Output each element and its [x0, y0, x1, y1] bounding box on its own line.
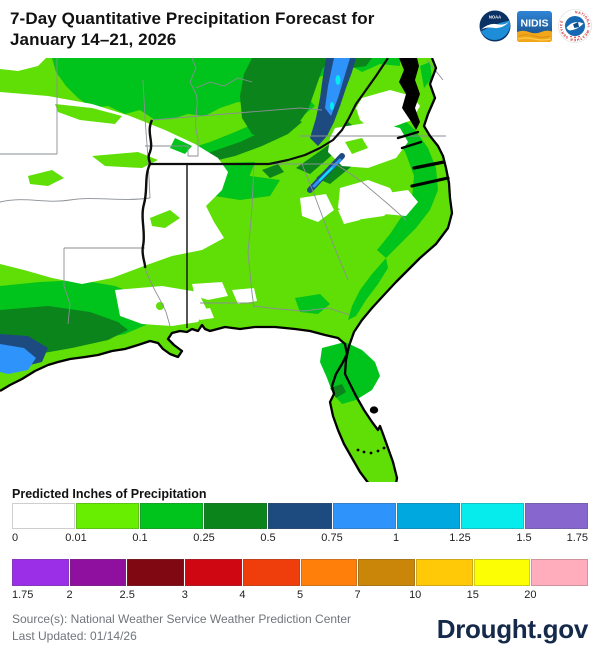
- legend-swatch: [524, 503, 588, 529]
- nidis-label: NIDIS: [520, 17, 548, 29]
- legend-title: Predicted Inches of Precipitation: [12, 487, 207, 501]
- legend-label: 1.5: [516, 532, 532, 544]
- state-borders: [0, 58, 446, 327]
- legend-label: 20: [524, 589, 537, 601]
- legend-label: 1.25: [449, 532, 471, 544]
- legend-swatch: [332, 503, 396, 529]
- legend-swatches-row-1: [12, 503, 588, 529]
- legend-label: 2: [66, 589, 73, 601]
- legend-swatch: [473, 559, 531, 586]
- nws-logo-icon: NATIONAL WEATHER SERVICE: [558, 9, 592, 43]
- legend-swatch: [358, 559, 415, 586]
- legend-swatches-row-2: [12, 559, 589, 586]
- legend-swatch: [396, 503, 460, 529]
- legend-swatch: [69, 559, 127, 586]
- legend-swatch: [204, 503, 268, 529]
- legend-label: 5: [296, 589, 304, 601]
- page-title: 7-Day Quantitative Precipitation Forecas…: [10, 8, 374, 50]
- noaa-logo-icon: NOAA: [479, 10, 511, 42]
- water-features: [356, 58, 450, 455]
- title-line-1: 7-Day Quantitative Precipitation Forecas…: [10, 9, 375, 28]
- precip-island-patches: [28, 104, 368, 310]
- legend-swatch: [12, 559, 69, 586]
- noaa-label: NOAA: [489, 15, 501, 20]
- precipitation-forecast-map: [0, 58, 454, 482]
- legend-label: 1.75: [12, 589, 34, 601]
- source-text: Source(s): National Weather Service Weat…: [12, 612, 352, 626]
- legend-row-2: 1.75 2 2.5 3 4 5 7 10 15 20: [12, 559, 589, 604]
- legend-label: 0.01: [65, 532, 87, 544]
- drought-gov-wordmark: Drought.gov: [436, 614, 589, 644]
- legend-label: 10: [409, 589, 422, 601]
- legend-swatch: [242, 559, 300, 586]
- legend-labels-row-1: 0 0.01 0.1 0.25 0.5 0.75 1 1.25 1.5 1.75: [12, 532, 588, 547]
- coastline: [0, 58, 454, 482]
- legend-label: 0.25: [193, 532, 215, 544]
- legend-label: 0.1: [132, 532, 148, 544]
- precip-cyan-spots: [330, 75, 341, 110]
- legend-swatch: [300, 559, 358, 586]
- legend-swatch: [140, 503, 204, 529]
- legend-label: 0.5: [260, 532, 276, 544]
- legend-label: 1: [392, 532, 400, 544]
- legend-swatch: [127, 559, 185, 586]
- legend-swatch: [12, 503, 76, 529]
- legend-swatch: [415, 559, 473, 586]
- legend-label: 7: [354, 589, 361, 601]
- legend-label: 3: [181, 589, 188, 601]
- legend-row-1: 0 0.01 0.1 0.25 0.5 0.75 1 1.25 1.5 1.75: [12, 503, 588, 547]
- legend-labels-row-2: 1.75 2 2.5 3 4 5 7 10 15 20: [12, 589, 588, 604]
- bold-borders: [141, 58, 389, 328]
- legend-label: 0: [12, 532, 19, 544]
- nidis-logo-icon: NIDIS: [517, 10, 552, 42]
- legend-label: 2.5: [119, 589, 135, 601]
- legend-swatch: [460, 503, 524, 529]
- legend-label: 15: [466, 589, 479, 601]
- legend-label: 0.75: [321, 532, 343, 544]
- last-updated-text: Last Updated: 01/14/26: [12, 629, 137, 643]
- legend-swatch: [76, 503, 140, 529]
- legend-swatch: [268, 503, 332, 529]
- precip-blue-regions: [0, 58, 350, 374]
- legend-label: 4: [239, 589, 246, 601]
- legend-swatch: [531, 559, 589, 586]
- logo-group: NOAA NIDIS NATIONAL WEATHER SERVICE: [479, 9, 592, 43]
- legend-swatch: [185, 559, 242, 586]
- title-line-2: January 14–21, 2026: [10, 30, 177, 49]
- legend-label: 1.75: [566, 532, 588, 544]
